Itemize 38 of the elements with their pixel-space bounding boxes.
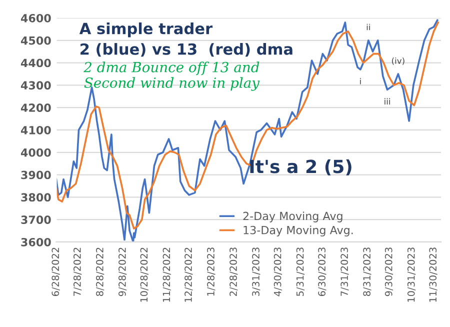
annotation: iii <box>384 98 390 104</box>
y-tick-label: 4000 <box>20 148 51 157</box>
x-tick-label: 7/28/2022 <box>73 248 82 296</box>
y-tick-label: 4300 <box>20 81 51 90</box>
legend-label: 2-Day Moving Avg <box>243 212 342 222</box>
y-tick-label: 4200 <box>20 104 51 112</box>
y-tick-label: 3800 <box>21 193 51 202</box>
x-tick-label: 5/31/2023 <box>296 248 304 296</box>
y-tick-label: 4500 <box>20 36 51 45</box>
y-tick-label: 4600 <box>20 14 51 22</box>
x-tick-label: 8/28/2022 <box>96 248 104 296</box>
y-tick-label: 3700 <box>21 216 51 224</box>
x-tick-label: 6/28/2022 <box>52 248 60 296</box>
y-tick-label: 4100 <box>20 126 51 134</box>
annotation: 2 dma Bounce off 13 and Second wind now in play <box>84 62 260 91</box>
x-tick-label: 9/30/2023 <box>384 248 394 296</box>
x-tick-label: 7/31/2023 <box>340 248 349 296</box>
x-tick-label: 10/28/2022 <box>140 248 148 302</box>
annotation: It's a 2 (5) <box>250 159 352 176</box>
annotation: i <box>360 78 361 84</box>
x-tick-label: 8/31/2023 <box>363 248 372 296</box>
x-tick-label: 2/28/2023 <box>230 248 238 296</box>
x-tick-label: 11/28/2022 <box>162 248 171 302</box>
x-tick-label: 12/28/2022 <box>184 248 193 302</box>
y-tick-label: 3600 <box>21 238 51 246</box>
x-tick-label: 10/31/2023 <box>407 248 416 302</box>
x-tick-label: 4/30/2023 <box>274 248 282 296</box>
legend-label: 13-Day Moving Avg. <box>244 226 353 236</box>
x-tick-label: 3/31/2023 <box>252 248 260 296</box>
x-tick-label: 6/30/2023 <box>318 248 326 296</box>
annotation: ii <box>366 24 370 30</box>
annotation: (iv) <box>392 57 404 65</box>
x-tick-label: 11/30/2023 <box>429 248 438 302</box>
y-tick-label: 4400 <box>20 58 51 68</box>
y-tick-label: 3900 <box>21 170 51 180</box>
x-tick-label: 1/28/2023 <box>207 248 216 296</box>
text: A simple trader 2 (blue) vs 13 (red) dma <box>79 22 292 57</box>
x-tick-label: 9/28/2022 <box>118 248 127 296</box>
